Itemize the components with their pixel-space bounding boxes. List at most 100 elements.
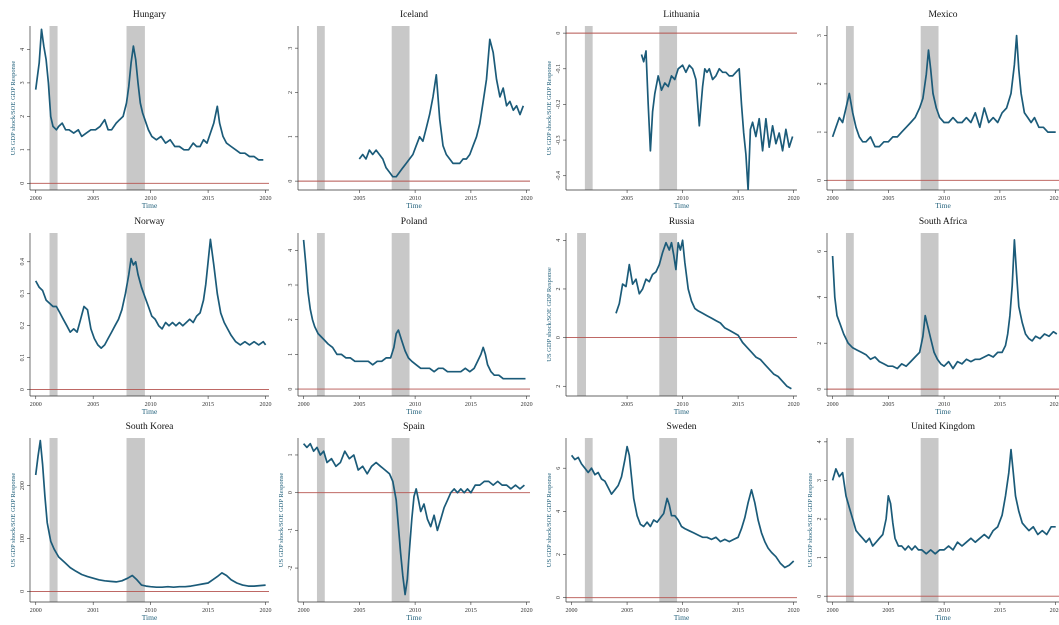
y-tick-label: 2 bbox=[556, 287, 562, 290]
recession-band bbox=[316, 438, 325, 602]
chart-panel-united-kingdom: 2000 2005 2010 2015 2020 0 1 2 3 4 United Kingdom T… bbox=[807, 422, 1059, 622]
y-tick-label: 4 bbox=[556, 239, 562, 242]
data-series-line bbox=[302, 442, 525, 596]
y-axis-title: US GDP shock/SOE GDP Response bbox=[10, 61, 17, 156]
x-tick-label: 2020 bbox=[260, 608, 272, 614]
panel-title: Lithuania bbox=[663, 10, 700, 20]
y-tick-label: 2 bbox=[288, 91, 294, 94]
recession-band bbox=[316, 233, 325, 396]
x-tick-label: 2020 bbox=[521, 402, 533, 408]
x-axis-title: Time bbox=[935, 201, 951, 210]
x-tick-label: 2020 bbox=[1050, 402, 1059, 408]
x-tick-label: 2010 bbox=[938, 608, 950, 614]
x-axis-title: Time bbox=[674, 613, 690, 620]
chart-panel-norway: 2000 2005 2010 2015 2020 0 0.1 0.2 0.3 0.4 Norway T… bbox=[20, 217, 272, 416]
y-tick-label: 0.1 bbox=[20, 354, 26, 362]
panel-title: Spain bbox=[403, 422, 425, 432]
recession-band bbox=[659, 233, 678, 396]
y-tick-label: -0.2 bbox=[556, 100, 562, 110]
x-tick-label: 2005 bbox=[353, 402, 365, 408]
recession-band bbox=[49, 438, 58, 602]
x-tick-label: 2020 bbox=[260, 402, 272, 408]
y-tick-label: 3 bbox=[20, 81, 26, 84]
x-axis-title: Time bbox=[935, 613, 951, 620]
recession-band bbox=[577, 233, 586, 396]
y-tick-label: 1 bbox=[20, 148, 26, 151]
y-tick-label: 2 bbox=[20, 115, 26, 118]
y-tick-label: 2 bbox=[817, 342, 823, 345]
y-tick-label: 0 bbox=[817, 179, 823, 182]
x-tick-label: 2005 bbox=[621, 402, 633, 408]
y-tick-label: -2 bbox=[288, 566, 294, 571]
recession-band bbox=[659, 26, 678, 190]
recession-band bbox=[126, 438, 145, 602]
recession-band bbox=[920, 233, 939, 396]
x-tick-label: 2000 bbox=[827, 402, 839, 408]
y-axis-title: US GDP shock/SOE GDP Response bbox=[546, 267, 553, 362]
y-tick-label: 4 bbox=[817, 440, 823, 443]
y-tick-label: 3 bbox=[817, 34, 823, 37]
panel-title: United Kingdom bbox=[911, 422, 976, 432]
x-tick-label: 2020 bbox=[788, 608, 800, 614]
y-tick-label: 1 bbox=[288, 453, 294, 456]
x-tick-label: 2010 bbox=[677, 196, 689, 202]
x-tick-label: 2010 bbox=[677, 608, 689, 614]
recession-band bbox=[845, 438, 854, 602]
chart-panel-hungary: 2000 2005 2010 2015 2020 0 1 2 3 4 Hungary Time US G… bbox=[10, 10, 272, 210]
y-tick-label: 0 bbox=[817, 595, 823, 598]
y-axis-title: US GDP shock/SOE GDP Response bbox=[546, 473, 553, 568]
x-axis-title: Time bbox=[142, 407, 158, 416]
y-tick-label: 4 bbox=[817, 296, 823, 299]
y-tick-label: 6 bbox=[556, 467, 562, 470]
x-tick-label: 2000 bbox=[30, 608, 42, 614]
x-tick-label: 2005 bbox=[621, 196, 633, 202]
y-tick-label: 1 bbox=[817, 556, 823, 559]
chart-panel-south-africa: 2000 2005 2010 2015 2020 0 2 4 6 South Africa Time bbox=[817, 216, 1059, 416]
x-axis-title: Time bbox=[674, 201, 690, 210]
y-tick-label: 0.2 bbox=[20, 322, 26, 330]
y-tick-label: 0 bbox=[556, 32, 562, 35]
panel-title: Hungary bbox=[133, 10, 166, 20]
x-tick-label: 2005 bbox=[87, 402, 99, 408]
recession-band bbox=[316, 26, 325, 190]
x-tick-label: 2015 bbox=[202, 402, 214, 408]
x-tick-label: 2000 bbox=[827, 608, 839, 614]
y-tick-label: 4 bbox=[288, 249, 294, 252]
y-tick-label: 0 bbox=[817, 388, 823, 391]
recession-band bbox=[845, 233, 854, 396]
x-tick-label: 2020 bbox=[521, 196, 533, 202]
recession-band bbox=[391, 26, 410, 190]
y-tick-label: 0 bbox=[288, 491, 294, 494]
data-series-line bbox=[831, 34, 1056, 148]
x-tick-label: 2000 bbox=[827, 196, 839, 202]
x-tick-label: 2001 bbox=[87, 608, 99, 614]
chart-panel-south-korea: 2000 2001 2010 2015 2020 0 100 200 South Korea Ti… bbox=[10, 422, 272, 622]
recession-band bbox=[920, 438, 939, 602]
x-tick-label: 2015 bbox=[732, 196, 744, 202]
y-tick-label: 4 bbox=[556, 510, 562, 513]
x-axis-title: Time bbox=[935, 407, 951, 416]
y-tick-label: 0 bbox=[288, 180, 294, 183]
x-tick-label: 2020 bbox=[788, 402, 800, 408]
chart-panel-sweden: 2000 2005 2010 2015 2020 0 2 4 6 Sweden Time US GDP… bbox=[546, 422, 800, 622]
x-tick-label: 2020 bbox=[521, 608, 533, 614]
y-tick-label: 0 bbox=[556, 596, 562, 599]
x-tick-label: 2015 bbox=[465, 608, 477, 614]
recession-band bbox=[845, 26, 854, 190]
recession-band bbox=[391, 233, 410, 396]
data-series-line bbox=[34, 238, 267, 349]
x-tick-label: 2015 bbox=[732, 402, 744, 408]
data-series-line bbox=[358, 38, 525, 178]
x-axis-title: Time bbox=[406, 613, 422, 620]
x-tick-label: 2015 bbox=[994, 196, 1006, 202]
panel-title: Poland bbox=[401, 217, 428, 227]
y-tick-label: 4 bbox=[20, 48, 26, 51]
chart-panel-spain: 2000 2005 2010 2015 2020 1 0 -1 -2 Spain Time US GD… bbox=[278, 422, 533, 622]
y-tick-label: 0.3 bbox=[20, 290, 26, 298]
x-tick-label: 2015 bbox=[465, 196, 477, 202]
y-tick-label: 0 bbox=[288, 388, 294, 391]
panel-title: Iceland bbox=[400, 10, 428, 20]
